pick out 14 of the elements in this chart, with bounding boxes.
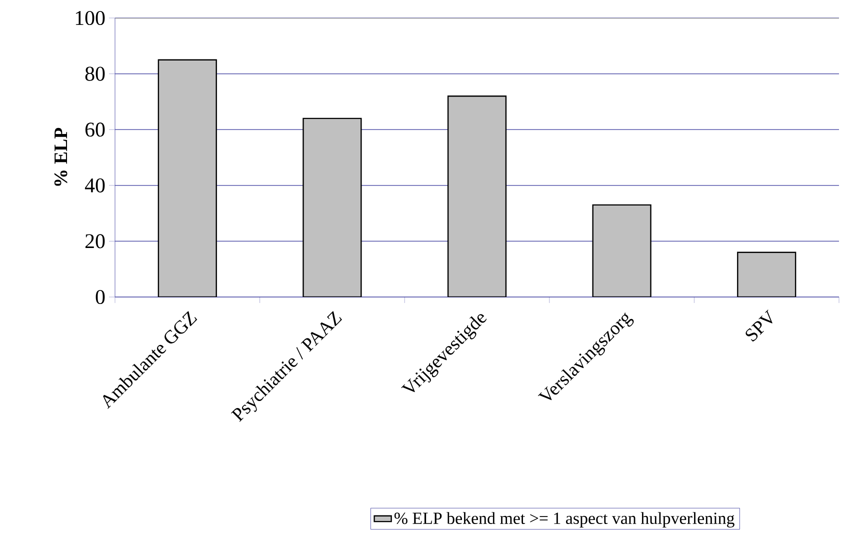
x-tick-label: SPV — [746, 310, 772, 342]
y-tick-label: 60 — [85, 122, 105, 137]
y-axis-title: % ELP — [54, 128, 68, 186]
bar — [592, 204, 652, 297]
y-tick-label: 80 — [85, 66, 105, 81]
bar — [158, 59, 217, 297]
y-tick-label: 40 — [84, 178, 105, 192]
y-tick-label: 100 — [76, 10, 105, 26]
y-tick-label: 0 — [96, 290, 105, 304]
bar — [447, 96, 507, 297]
legend-label: % ELP bekend met >= 1 aspect van hulpverlening — [394, 512, 734, 528]
bar — [737, 252, 796, 297]
bar — [302, 118, 362, 297]
y-tick-label: 20 — [85, 234, 105, 248]
